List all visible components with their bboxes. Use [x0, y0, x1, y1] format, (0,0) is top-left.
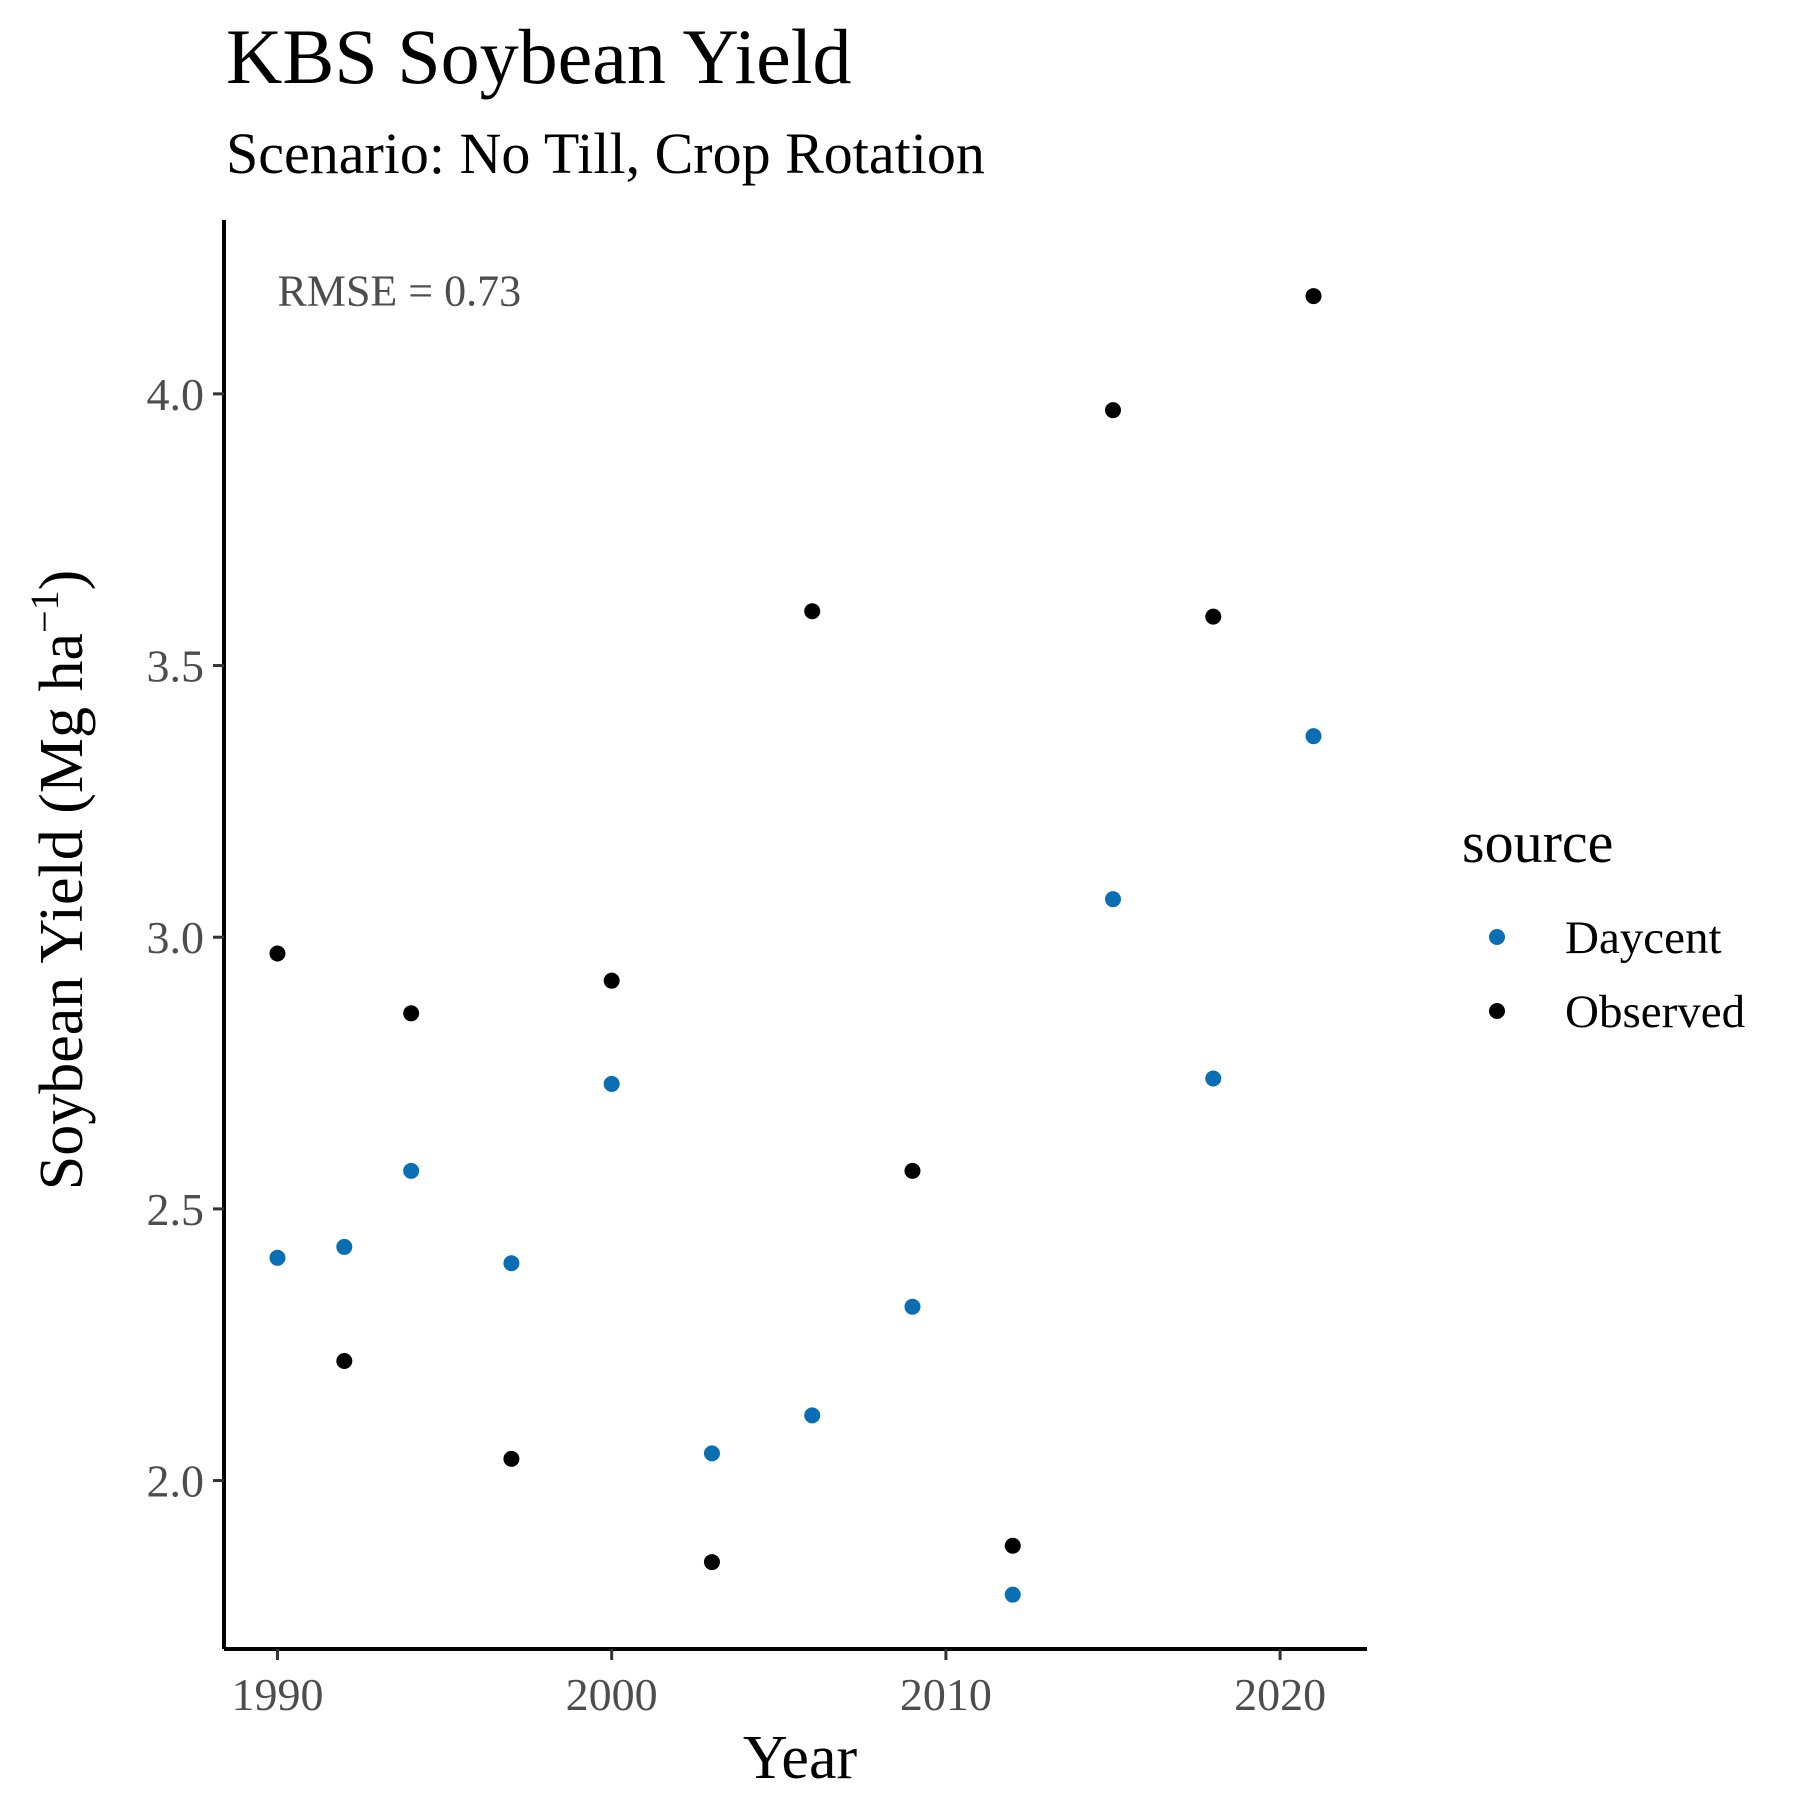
- x-tick-label: 2000: [566, 1669, 658, 1720]
- point-daycent: [1205, 1070, 1222, 1087]
- point-observed: [503, 1450, 520, 1467]
- point-daycent: [269, 1249, 286, 1266]
- point-observed: [804, 603, 821, 620]
- y-tick-label: 3.0: [147, 912, 205, 963]
- point-daycent: [403, 1162, 420, 1179]
- y-axis-title-main: Soybean Yield (Mg ha: [28, 633, 96, 1190]
- point-observed: [1305, 288, 1322, 305]
- plot-area: 2.0 2.5 3.0 3.5 4.0 1990 2000 2010 2020 RMSE = 0.…: [147, 220, 1367, 1720]
- point-daycent: [1105, 891, 1121, 908]
- point-observed: [1205, 608, 1222, 625]
- chart-title: KBS Soybean Yield: [226, 13, 851, 100]
- y-tick-label: 2.5: [147, 1184, 205, 1235]
- legend-title: source: [1462, 810, 1613, 875]
- y-axis-title: Soybean Yield (Mg ha−1): [22, 570, 96, 1191]
- point-daycent: [603, 1075, 620, 1092]
- legend-label-daycent: Daycent: [1565, 912, 1722, 964]
- point-daycent: [703, 1445, 720, 1462]
- point-observed: [269, 945, 286, 962]
- y-tick-label: 2.0: [147, 1456, 205, 1507]
- point-observed: [1105, 402, 1121, 419]
- point-daycent: [1305, 728, 1322, 745]
- x-axis-title: Year: [743, 1724, 858, 1792]
- y-tick-label: 4.0: [147, 369, 205, 420]
- legend-key-daycent: [1489, 929, 1505, 945]
- point-daycent: [336, 1238, 353, 1255]
- rmse-annotation: RMSE = 0.73: [277, 267, 521, 316]
- point-observed: [403, 1005, 420, 1022]
- chart-subtitle: Scenario: No Till, Crop Rotation: [226, 121, 985, 186]
- point-daycent: [1004, 1586, 1021, 1603]
- x-tick-label: 1990: [231, 1669, 323, 1720]
- x-tick-label: 2010: [900, 1669, 992, 1720]
- point-daycent: [904, 1298, 921, 1315]
- legend-key-observed: [1489, 1003, 1505, 1019]
- y-tick-label: 3.5: [147, 641, 205, 692]
- point-daycent: [804, 1407, 821, 1424]
- x-tick-label: 2020: [1234, 1669, 1326, 1720]
- legend: source Daycent Observed: [1462, 810, 1745, 1038]
- y-axis-title-close: ): [28, 570, 96, 591]
- point-daycent: [503, 1255, 520, 1272]
- point-observed: [904, 1162, 921, 1179]
- point-observed: [1004, 1537, 1021, 1554]
- point-observed: [703, 1554, 720, 1571]
- point-observed: [336, 1353, 353, 1370]
- y-axis-title-superscript: −1: [22, 590, 67, 633]
- legend-label-observed: Observed: [1565, 986, 1745, 1038]
- point-observed: [603, 972, 620, 989]
